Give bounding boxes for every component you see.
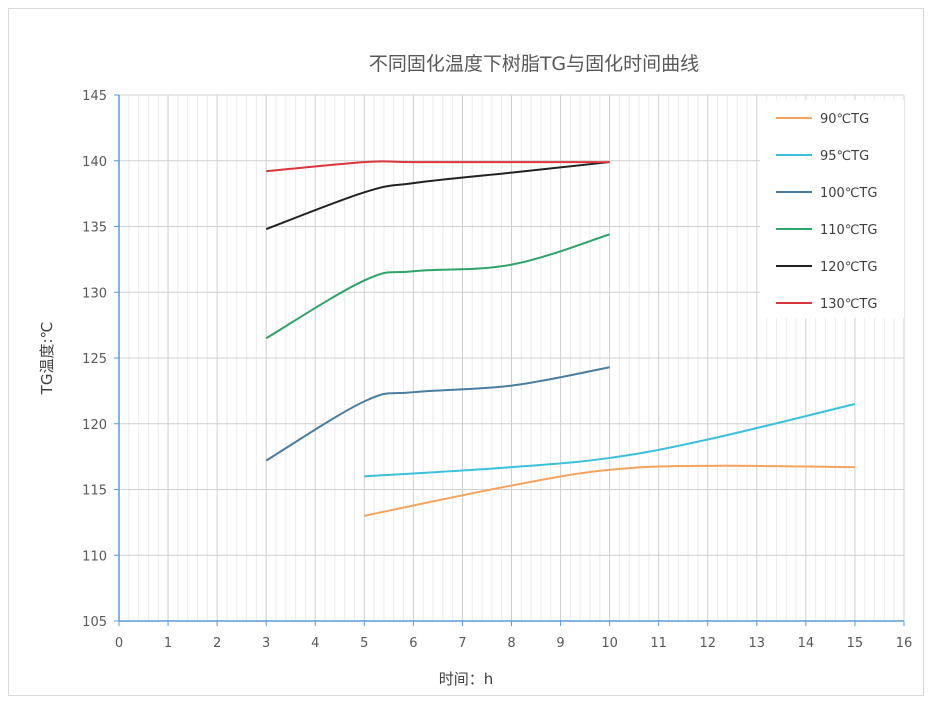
x-tick-label: 10 (601, 636, 618, 651)
y-tick-label: 130 (82, 286, 107, 301)
y-tick-label: 140 (82, 155, 107, 170)
x-tick-label: 5 (360, 636, 368, 651)
y-tick-label: 120 (82, 418, 107, 433)
series-line-2 (265, 366, 610, 462)
x-tick-label: 9 (556, 636, 564, 651)
x-tick-label: 11 (650, 636, 667, 651)
series-line-5 (266, 160, 610, 173)
y-tick-label: 145 (82, 89, 107, 104)
legend-label: 100℃TG (820, 186, 877, 201)
x-tick-label: 15 (847, 636, 864, 651)
series-line-0 (364, 464, 855, 517)
y-tick-label: 135 (82, 221, 107, 236)
series-line-4 (265, 161, 610, 231)
x-tick-labels: 0 1 2 3 4 5 6 7 8 9 10 11 12 13 14 15 16 (115, 636, 912, 651)
x-tick-label: 2 (213, 636, 221, 651)
x-tick-label: 0 (115, 636, 123, 651)
x-tick-label: 16 (896, 636, 913, 651)
x-axis-title: 时间：h (439, 670, 494, 688)
x-tick-label: 8 (507, 636, 515, 651)
x-tick-label: 7 (458, 636, 466, 651)
legend-box (760, 100, 904, 318)
x-tick-label: 14 (798, 636, 815, 651)
series-lines (265, 160, 856, 517)
legend-label: 95℃TG (820, 149, 869, 164)
y-tick-label: 125 (82, 352, 107, 367)
series-line-1 (364, 403, 856, 478)
legend-label: 110℃TG (820, 223, 877, 238)
legend-label: 130℃TG (820, 297, 877, 312)
x-tick-label: 6 (409, 636, 417, 651)
x-tick-label: 3 (262, 636, 270, 651)
legend-label: 90℃TG (820, 112, 869, 127)
axes (114, 94, 905, 626)
y-tick-label: 115 (82, 484, 107, 499)
chart-title: 不同固化温度下树脂TG与固化时间曲线 (369, 53, 699, 75)
y-tick-label: 110 (82, 549, 107, 564)
x-tick-label: 12 (699, 636, 716, 651)
x-tick-label: 4 (311, 636, 319, 651)
y-axis-title: TG温度:℃ (38, 322, 56, 396)
legend: 90℃TG 95℃TG 100℃TG 110℃TG 120℃TG 130℃TG (760, 100, 904, 318)
legend-label: 120℃TG (820, 260, 877, 275)
y-tick-labels: 105 110 115 120 125 130 135 140 145 (82, 89, 107, 630)
series-line-3 (265, 233, 610, 340)
y-tick-label: 105 (82, 615, 107, 630)
x-tick-label: 1 (164, 636, 172, 651)
x-tick-label: 13 (749, 636, 766, 651)
